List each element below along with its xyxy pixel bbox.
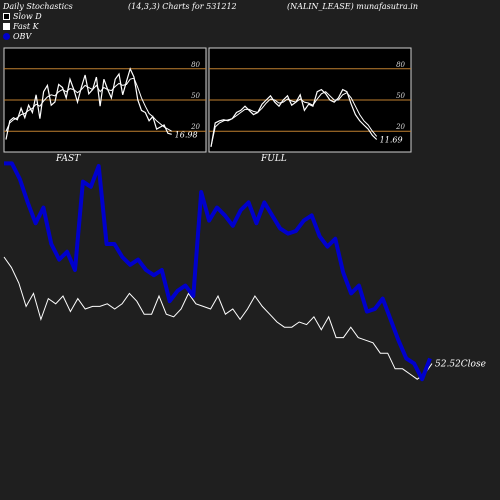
fast-tick-label: 80 bbox=[191, 61, 200, 69]
fast-last-value: 16.98 bbox=[175, 130, 198, 139]
chart-title: Daily Stochastics bbox=[3, 2, 73, 11]
full-last-value: 11.69 bbox=[380, 136, 403, 145]
legend-fast-k-label: Fast K bbox=[13, 22, 39, 31]
obv-swatch bbox=[3, 33, 10, 40]
legend-slow-d-label: Slow D bbox=[13, 12, 42, 21]
full-fast-k-line bbox=[210, 88, 378, 147]
fast-slow-d-line bbox=[5, 77, 172, 132]
full-tick-label: 20 bbox=[395, 123, 405, 131]
fast-k-swatch bbox=[3, 23, 10, 30]
full-tick-label: 80 bbox=[396, 61, 405, 69]
full-panel-title: FULL bbox=[260, 154, 287, 164]
fast-panel-title: FAST bbox=[55, 154, 81, 164]
obv-line bbox=[4, 161, 432, 382]
fast-tick-label: 20 bbox=[190, 123, 200, 131]
close-price-line bbox=[3, 256, 433, 380]
legend-fast-k: Fast K bbox=[3, 22, 39, 31]
legend-obv-label: OBV bbox=[13, 32, 32, 41]
full-tick-label: 50 bbox=[396, 92, 405, 100]
legend-slow-d: Slow D bbox=[3, 12, 42, 21]
fast-tick-label: 50 bbox=[191, 92, 200, 100]
slow-d-swatch bbox=[3, 13, 10, 20]
company-name: (NALIN_LEASE) munafasutra.in bbox=[287, 2, 418, 11]
legend-obv: OBV bbox=[3, 32, 31, 41]
full-slow-d-line bbox=[210, 91, 378, 147]
close-value-label: 52.52Close bbox=[435, 360, 486, 370]
chart-params: (14,3,3) Charts for 531212 bbox=[128, 2, 237, 11]
